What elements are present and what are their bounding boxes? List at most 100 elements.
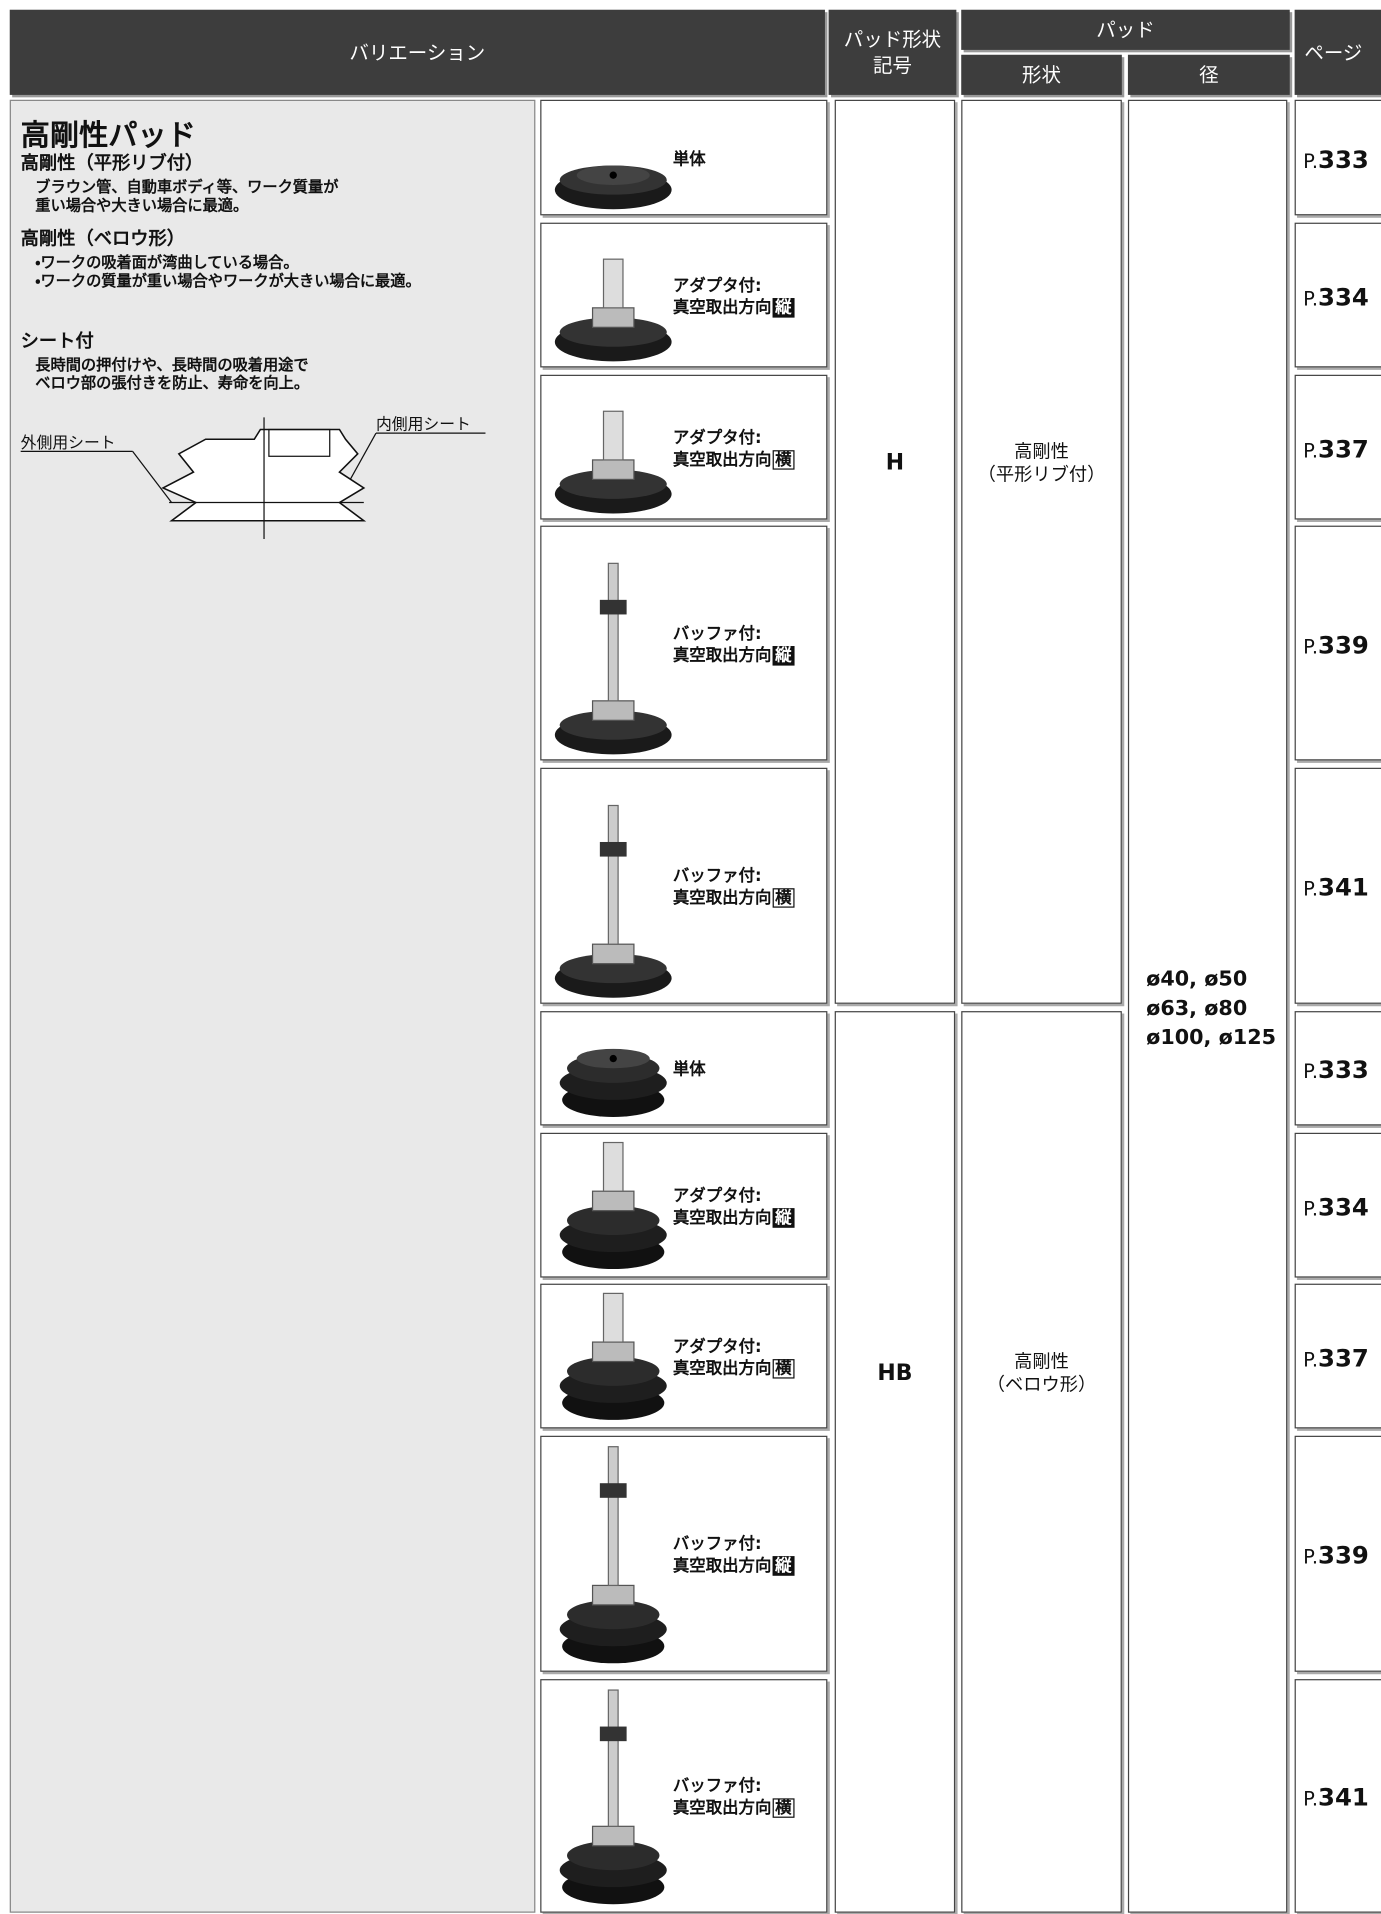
- image-cell: バッファ付: 真空取出方向縦: [540, 1435, 828, 1672]
- image-cell: バッファ付: 真空取出方向横: [540, 1679, 828, 1913]
- page-ref: P.333: [1303, 144, 1369, 173]
- page-number: 341: [1318, 1782, 1369, 1812]
- shape-cell: 高剛性 （平形リブ付）: [961, 99, 1122, 1004]
- page-cell: P.339: [1294, 525, 1381, 761]
- page-number: 333: [1318, 144, 1369, 174]
- item-label: バッファ付: 真空取出方向縦: [673, 622, 794, 666]
- label-line: バッファ付:: [673, 1533, 794, 1555]
- label-line: 真空取出方向縦: [673, 644, 794, 666]
- pad-illustration: [554, 804, 672, 998]
- direction-mark: 横: [772, 1358, 794, 1378]
- label-line: 真空取出方向横: [673, 887, 794, 909]
- label-text: バッファ付:: [672, 1776, 762, 1796]
- page-number: 339: [1318, 629, 1369, 659]
- shape-text: （平形リブ付）: [977, 462, 1106, 485]
- shape-text: 高剛性: [1014, 439, 1069, 462]
- sheet-diagram: [20, 417, 486, 540]
- image-cell: アダプタ付: 真空取出方向横: [540, 374, 828, 520]
- label-text: バッファ付:: [672, 1534, 762, 1554]
- label-line: 真空取出方向横: [673, 1797, 794, 1819]
- page-ref: P.333: [1303, 1055, 1369, 1084]
- header-text: パッド: [1096, 18, 1155, 42]
- item-label: アダプタ付: 真空取出方向横: [673, 1335, 794, 1379]
- page-cell: P.339: [1294, 1435, 1381, 1672]
- section-line: ベロウ部の張付きを防止、寿命を向上。: [35, 373, 310, 392]
- direction-mark: 縦: [772, 1207, 794, 1228]
- symbol-cell: HB: [834, 1011, 956, 1913]
- page-ref: P.341: [1303, 1783, 1369, 1812]
- page-ref: P.341: [1303, 872, 1369, 901]
- section-line: 長時間の押付けや、長時間の吸着用途で: [35, 355, 309, 374]
- page-prefix: P.: [1303, 286, 1319, 310]
- page-cell: P.337: [1294, 1283, 1381, 1429]
- symbol-cell: H: [834, 99, 956, 1004]
- direction-mark: 縦: [772, 297, 794, 317]
- page-prefix: P.: [1303, 149, 1319, 173]
- pad-illustration: [554, 258, 672, 362]
- diameter-text: ø40, ø50: [1146, 967, 1248, 992]
- direction-mark: 縦: [772, 645, 794, 665]
- item-label: 単体: [673, 1059, 706, 1081]
- shape-text: 高剛性: [1014, 1349, 1069, 1372]
- header-text: バリエーション: [349, 40, 486, 64]
- page-ref: P.334: [1303, 282, 1369, 311]
- item-label: バッファ付: 真空取出方向横: [673, 865, 794, 909]
- label-text: アダプタ付:: [672, 1336, 762, 1357]
- page-prefix: P.: [1303, 877, 1319, 901]
- label-text: アダプタ付:: [672, 1185, 762, 1206]
- label-line: 真空取出方向縦: [673, 1555, 794, 1577]
- label-line: アダプタ付:: [673, 1184, 794, 1206]
- section-heading: 高剛性（ベロウ形）: [20, 227, 185, 250]
- label-line: アダプタ付:: [673, 426, 794, 448]
- header-symbol: パッド形状 記号: [828, 9, 957, 95]
- diagram-label: 内側用シート: [375, 416, 471, 435]
- header-text: 径: [1199, 63, 1219, 87]
- label-text: アダプタ付:: [672, 275, 762, 296]
- label-text: 真空取出方向: [672, 645, 772, 665]
- image-cell: 単体: [540, 1011, 828, 1126]
- label-text: 真空取出方向: [672, 1556, 772, 1576]
- item-label: アダプタ付: 真空取出方向縦: [673, 1184, 794, 1228]
- page-ref: P.337: [1303, 1343, 1369, 1372]
- section-line: ・ワークの質量が重い場合やワークが大きい場合に最適。: [35, 271, 421, 290]
- label-line: バッファ付:: [673, 865, 794, 887]
- page-prefix: P.: [1303, 438, 1319, 462]
- header-text: 記号: [872, 53, 912, 77]
- direction-mark: 縦: [772, 1556, 794, 1576]
- image-cell: アダプタ付: 真空取出方向横: [540, 1283, 828, 1429]
- page-number: 339: [1318, 1540, 1369, 1570]
- pad-illustration: [554, 165, 672, 210]
- shape-cell: 高剛性 （ベロウ形）: [961, 1011, 1122, 1913]
- page-cell: P.341: [1294, 1679, 1381, 1913]
- label-text: 真空取出方向: [672, 1207, 772, 1228]
- label-text: アダプタ付:: [672, 427, 762, 448]
- page-prefix: P.: [1303, 1347, 1319, 1371]
- page-cell: P.341: [1294, 767, 1381, 1004]
- item-label: バッファ付: 真空取出方向横: [673, 1775, 794, 1819]
- header-pad: パッド: [961, 9, 1290, 50]
- section-heading: シート付: [20, 329, 94, 352]
- page-number: 334: [1318, 281, 1369, 311]
- label-line: 単体: [673, 1059, 706, 1081]
- label-line: バッファ付:: [673, 1775, 794, 1797]
- label-text: 真空取出方向: [672, 1798, 772, 1818]
- header-text: パッド形状: [843, 27, 942, 52]
- page-prefix: P.: [1303, 1787, 1319, 1811]
- page-prefix: P.: [1303, 1059, 1319, 1083]
- page-ref: P.339: [1303, 630, 1369, 659]
- label-text: 真空取出方向: [672, 449, 772, 470]
- diameter-cell: ø40, ø50 ø63, ø80 ø100, ø125: [1127, 99, 1288, 1913]
- label-text: 真空取出方向: [672, 1358, 772, 1378]
- page-cell: P.334: [1294, 1132, 1381, 1278]
- image-cell: 単体: [540, 99, 828, 216]
- page-number: 333: [1318, 1054, 1369, 1085]
- image-cell: バッファ付: 真空取出方向縦: [540, 525, 828, 761]
- header-shape: 形状: [961, 54, 1122, 95]
- label-line: 真空取出方向横: [673, 448, 794, 470]
- symbol: HB: [877, 1359, 913, 1386]
- diameter-text: ø63, ø80: [1146, 996, 1248, 1021]
- label-text: バッファ付:: [672, 623, 762, 644]
- label-line: 真空取出方向横: [673, 1357, 794, 1379]
- page-ref: P.337: [1303, 434, 1369, 463]
